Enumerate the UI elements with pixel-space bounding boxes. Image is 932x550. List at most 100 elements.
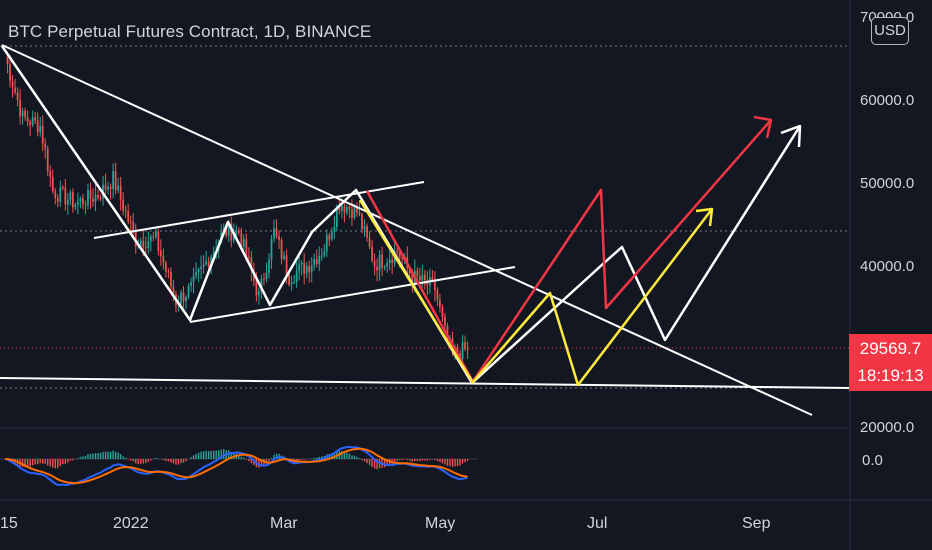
candle-body [56,198,59,202]
candle-body [464,342,466,349]
candle-body [320,255,323,257]
candle-body [29,121,32,126]
candle-body [210,256,213,267]
candle-body [74,204,77,208]
candle-body [11,80,14,88]
candle-body [245,239,248,257]
price-tick-60000: 60000.0 [860,92,914,109]
candle-body [26,117,29,122]
candle-body [386,263,389,267]
projection-yellow-arrowhead [695,207,714,227]
candle-body [59,187,62,202]
candle-body [411,273,414,284]
candle-body [341,206,343,211]
candle-body [416,270,419,277]
bar-countdown-label: 18:19:13 [849,363,932,391]
candle-body [46,148,49,172]
candle-body [152,236,155,238]
candle-body [187,285,190,297]
candle-body [401,258,404,260]
candle-body [303,262,306,274]
candle-body [270,238,273,260]
candle-body [122,199,125,211]
candle-body [6,56,9,65]
candle-body [31,117,34,126]
candle-body [16,92,19,101]
candle-body [195,272,197,276]
candle-body [436,290,439,300]
candle-body [99,198,102,200]
candle-body [162,256,165,263]
candle-body [371,246,373,261]
currency-button[interactable]: USD [871,17,909,45]
candle-body [444,317,446,326]
candle-body [368,237,371,247]
candle-body [104,184,107,190]
candle-body [66,200,69,205]
candle-body [212,251,215,257]
candle-body [154,231,157,238]
signal-line [4,447,468,485]
projection-red-arrowhead [753,115,773,139]
candle-body [200,266,202,270]
candle-body [308,265,311,273]
candle-body [318,255,321,264]
candle-body [230,223,233,241]
candle-body [263,278,265,280]
projection-red [470,119,772,384]
candle-body [421,274,424,281]
candle-body [398,253,401,259]
candle-body [418,276,421,281]
candle-body [89,189,92,199]
candle-body [94,195,97,202]
candle-body [280,239,283,259]
candle-body [21,110,24,117]
candle-body [180,292,182,304]
candle-body [82,198,84,205]
candle-body [273,228,275,239]
time-tick-15: 15 [0,515,18,532]
candle-body [343,206,346,213]
trendline-support [0,377,851,389]
candle-body [97,195,99,199]
price-tick-40000: 40000.0 [860,258,914,275]
candle-body [72,192,74,208]
candle-body [348,207,351,210]
candle-body [328,235,331,240]
candle-body [423,274,426,281]
candle-body [34,117,37,121]
candle-body [268,259,270,273]
candle-body [247,256,250,258]
projection-white [471,125,802,384]
candle-body [39,125,42,133]
candle-body [19,100,21,117]
candle-body [346,207,348,213]
candle-body [351,209,353,218]
time-tick-2022: 2022 [113,515,149,532]
candle-body [361,214,363,230]
candle-body [9,64,11,81]
projection-white-arrowhead [780,124,802,148]
candle-body [408,267,411,274]
projection-yellow [471,208,713,387]
zigzag-decline-red [365,190,474,381]
candle-body [44,143,47,149]
candle-body [255,281,258,296]
candle-body [258,291,260,296]
candle-body [117,185,120,191]
candle-body [112,171,114,189]
trendline-descending [1,44,813,416]
candle-body [396,251,399,254]
candle-body [132,221,135,231]
candle-body [250,257,253,271]
time-axis[interactable]: 15 2022 Mar May Jul Sep [0,515,771,532]
time-tick-may: May [425,515,455,532]
candle-body [353,205,356,218]
candle-body [114,171,117,191]
candle-body [227,223,230,236]
candle-body [14,87,16,93]
candle-body [92,198,94,202]
candle-body [167,271,170,273]
